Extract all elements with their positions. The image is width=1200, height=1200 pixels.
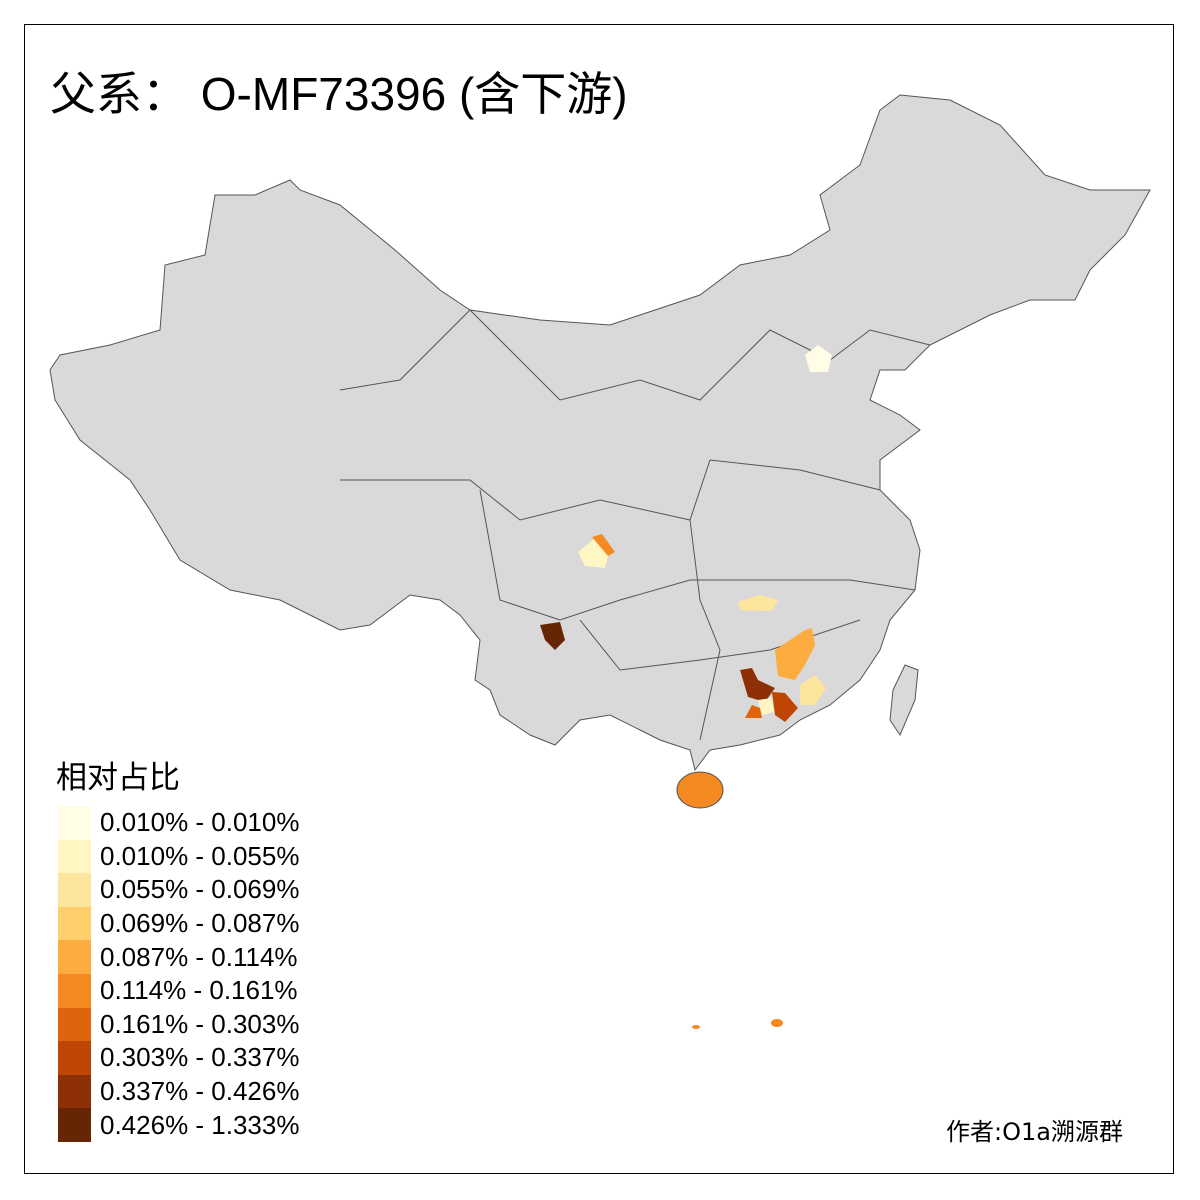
region-gd-west [745,705,762,718]
taiwan [889,664,919,737]
region-gd-east [800,675,826,705]
plot-border [24,24,1174,1174]
region-islet [771,1019,783,1027]
legend-item: 0.010% - 0.055% [58,839,300,874]
legend-label: 0.010% - 0.055% [100,840,300,871]
region-yunnan [540,622,565,650]
region-sichuan-east [592,534,615,556]
legend-swatch [58,906,91,941]
legend-swatch [58,1041,91,1075]
region-jiangxi-gd [775,628,815,680]
province-borders [689,519,721,741]
legend-swatch [58,973,91,1008]
region-gd-center [758,698,774,715]
legend-item: 0.337% - 0.426% [58,1074,300,1109]
legend-swatch [58,873,91,907]
legend-label: 0.426% - 1.333% [100,1109,300,1140]
legend-swatch [58,940,91,974]
legend-title: 相对占比 [56,760,180,796]
legend-item: 0.161% - 0.303% [58,1007,300,1042]
legend-item: 0.087% - 0.114% [58,940,299,974]
china-mainland [49,94,1151,772]
legend-swatch [58,806,91,840]
region-hunan [738,595,778,611]
legend-item: 0.426% - 1.333% [58,1108,299,1142]
legend-label: 0.055% - 0.069% [100,874,300,905]
map-title: 父系： O-MF73396 (含下游) [50,68,628,120]
region-beijing [805,345,832,372]
legend-label: 0.087% - 0.114% [100,941,298,972]
legend-label: 0.010% - 0.010% [100,807,300,838]
legend-swatch [58,839,91,874]
legend-label: 0.161% - 0.303% [100,1008,300,1039]
legend-item: 0.010% - 0.010% [58,806,299,840]
legend: 0.010% - 0.010% 0.010% - 0.055% 0.055% - 0… [58,806,299,1142]
legend-label: 0.337% - 0.426% [100,1076,300,1107]
region-gx-gd [740,668,775,702]
legend-label: 0.114% - 0.161% [100,975,298,1006]
legend-swatch [58,1074,91,1109]
legend-item: 0.303% - 0.337% [58,1041,299,1075]
legend-swatch [58,1108,91,1142]
province-borders [339,309,931,401]
region-gd-mid [772,692,798,722]
legend-swatch [58,1007,91,1042]
legend-item: 0.114% - 0.161% [58,973,299,1008]
hainan [676,771,724,809]
region-islet [692,1025,700,1029]
legend-label: 0.303% - 0.337% [100,1042,300,1073]
legend-item: 0.069% - 0.087% [58,906,300,941]
legend-item: 0.055% - 0.069% [58,873,299,907]
province-borders [340,459,881,521]
author-credit: 作者:O1a溯源群 [946,1118,1123,1146]
legend-label: 0.069% - 0.087% [100,908,300,939]
province-borders [479,489,916,621]
